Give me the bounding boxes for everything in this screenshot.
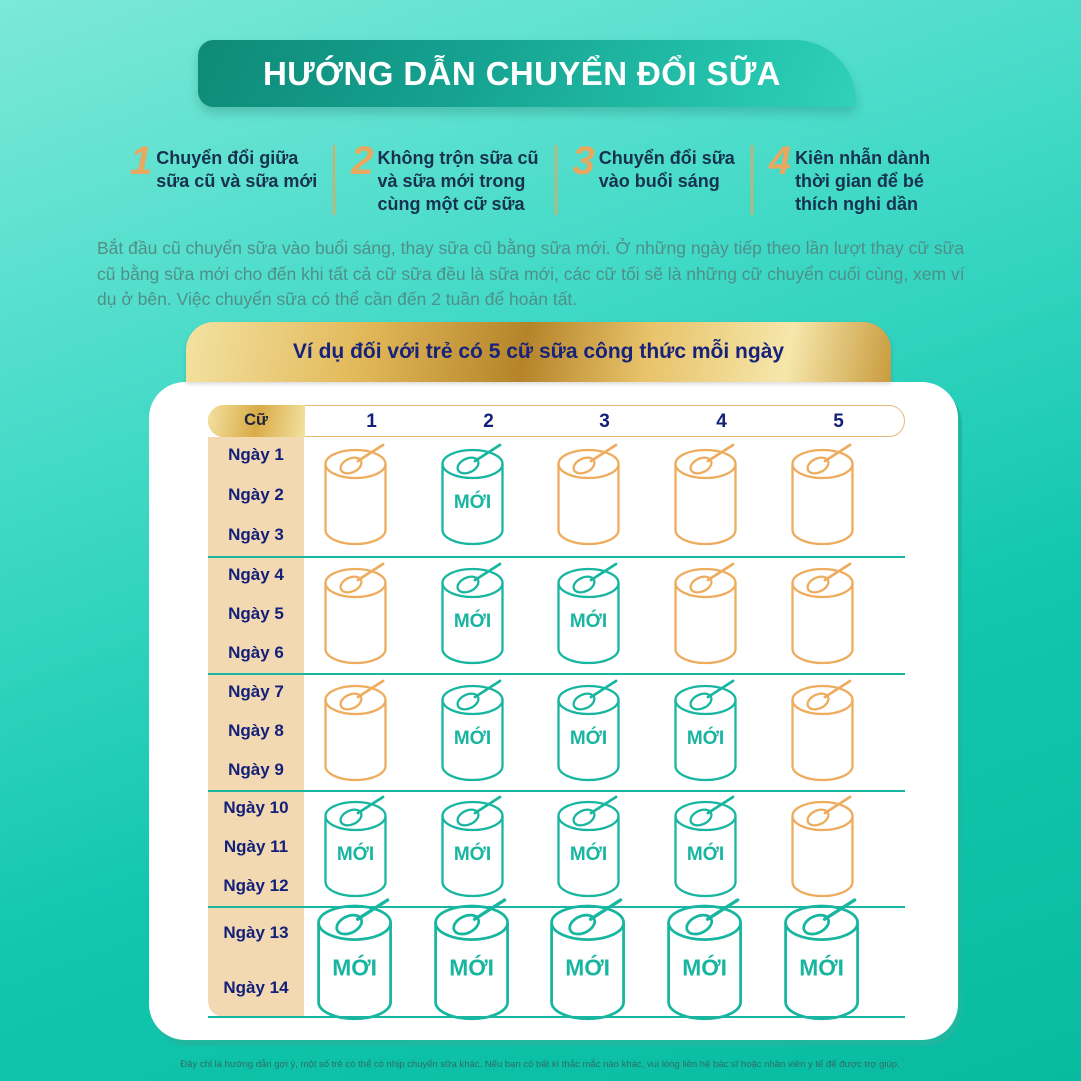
svg-text:MỚI: MỚI: [800, 954, 845, 980]
svg-text:MỚI: MỚI: [683, 954, 728, 980]
svg-text:MỚI: MỚI: [453, 610, 490, 632]
svg-text:MỚI: MỚI: [336, 843, 373, 865]
svg-text:MỚI: MỚI: [569, 727, 606, 749]
svg-text:MỚI: MỚI: [333, 954, 378, 980]
svg-text:MỚI: MỚI: [450, 954, 495, 980]
svg-text:MỚI: MỚI: [686, 727, 723, 749]
svg-text:MỚI: MỚI: [453, 491, 490, 513]
svg-text:MỚI: MỚI: [566, 954, 611, 980]
svg-text:MỚI: MỚI: [453, 727, 490, 749]
svg-text:MỚI: MỚI: [569, 610, 606, 632]
svg-text:MỚI: MỚI: [453, 843, 490, 865]
svg-text:MỚI: MỚI: [569, 843, 606, 865]
svg-text:MỚI: MỚI: [686, 843, 723, 865]
